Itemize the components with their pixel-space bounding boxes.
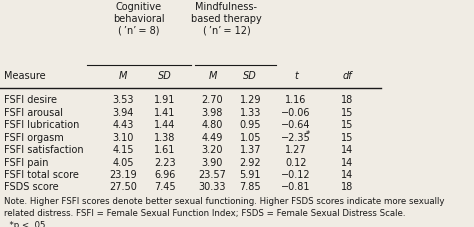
Text: 1.91: 1.91 (154, 95, 175, 105)
Text: 1.33: 1.33 (239, 107, 261, 117)
Text: 7.45: 7.45 (154, 182, 176, 192)
Text: 3.53: 3.53 (112, 95, 134, 105)
Text: 1.61: 1.61 (154, 144, 175, 154)
Text: M: M (119, 70, 128, 80)
Text: 30.33: 30.33 (199, 182, 226, 192)
Text: FSFI satisfaction: FSFI satisfaction (4, 144, 83, 154)
Text: 0.12: 0.12 (285, 157, 307, 167)
Text: −0.64: −0.64 (281, 120, 310, 130)
Text: related distress. FSFI = Female Sexual Function Index; FSDS = Female Sexual Dist: related distress. FSFI = Female Sexual F… (4, 208, 405, 217)
Text: 4.49: 4.49 (202, 132, 223, 142)
Text: 0.95: 0.95 (239, 120, 261, 130)
Text: 1.37: 1.37 (239, 144, 261, 154)
Text: 14: 14 (341, 144, 354, 154)
Text: 4.43: 4.43 (112, 120, 134, 130)
Text: FSFI desire: FSFI desire (4, 95, 57, 105)
Text: Mindfulness-
based therapy
( ’n’ = 12): Mindfulness- based therapy ( ’n’ = 12) (191, 2, 262, 36)
Text: −2.35: −2.35 (281, 132, 311, 142)
Text: Cognitive
behavioral
( ’n’ = 8): Cognitive behavioral ( ’n’ = 8) (113, 2, 165, 36)
Text: −0.06: −0.06 (281, 107, 310, 117)
Text: 23.19: 23.19 (109, 169, 137, 179)
Text: SD: SD (243, 70, 257, 80)
Text: 3.90: 3.90 (202, 157, 223, 167)
Text: 1.44: 1.44 (154, 120, 175, 130)
Text: M: M (208, 70, 217, 80)
Text: 27.50: 27.50 (109, 182, 137, 192)
Text: 23.57: 23.57 (199, 169, 227, 179)
Text: 3.98: 3.98 (202, 107, 223, 117)
Text: FSFI orgasm: FSFI orgasm (4, 132, 64, 142)
Text: FSDS score: FSDS score (4, 182, 59, 192)
Text: 2.70: 2.70 (201, 95, 223, 105)
Text: −0.81: −0.81 (281, 182, 310, 192)
Text: 1.38: 1.38 (154, 132, 175, 142)
Text: 4.05: 4.05 (112, 157, 134, 167)
Text: 15: 15 (341, 132, 354, 142)
Text: 2.23: 2.23 (154, 157, 176, 167)
Text: FSFI arousal: FSFI arousal (4, 107, 63, 117)
Text: 1.27: 1.27 (285, 144, 307, 154)
Text: t: t (294, 70, 298, 80)
Text: 14: 14 (341, 169, 354, 179)
Text: 1.41: 1.41 (154, 107, 175, 117)
Text: 7.85: 7.85 (239, 182, 261, 192)
Text: 4.15: 4.15 (112, 144, 134, 154)
Text: *: * (306, 129, 310, 138)
Text: *p < .05.: *p < .05. (4, 220, 48, 227)
Text: FSFI lubrication: FSFI lubrication (4, 120, 79, 130)
Text: 3.10: 3.10 (112, 132, 134, 142)
Text: df: df (343, 70, 352, 80)
Text: 15: 15 (341, 107, 354, 117)
Text: 1.05: 1.05 (239, 132, 261, 142)
Text: 1.16: 1.16 (285, 95, 307, 105)
Text: −0.12: −0.12 (281, 169, 311, 179)
Text: 5.91: 5.91 (239, 169, 261, 179)
Text: FSFI total score: FSFI total score (4, 169, 79, 179)
Text: 6.96: 6.96 (154, 169, 175, 179)
Text: 2.92: 2.92 (239, 157, 261, 167)
Text: 4.80: 4.80 (202, 120, 223, 130)
Text: FSFI pain: FSFI pain (4, 157, 48, 167)
Text: 14: 14 (341, 157, 354, 167)
Text: 1.29: 1.29 (239, 95, 261, 105)
Text: 18: 18 (341, 182, 354, 192)
Text: Note. Higher FSFI scores denote better sexual functioning. Higher FSDS scores in: Note. Higher FSFI scores denote better s… (4, 196, 445, 205)
Text: Measure: Measure (4, 70, 46, 80)
Text: SD: SD (158, 70, 172, 80)
Text: 3.20: 3.20 (202, 144, 223, 154)
Text: 18: 18 (341, 95, 354, 105)
Text: 15: 15 (341, 120, 354, 130)
Text: 3.94: 3.94 (112, 107, 134, 117)
